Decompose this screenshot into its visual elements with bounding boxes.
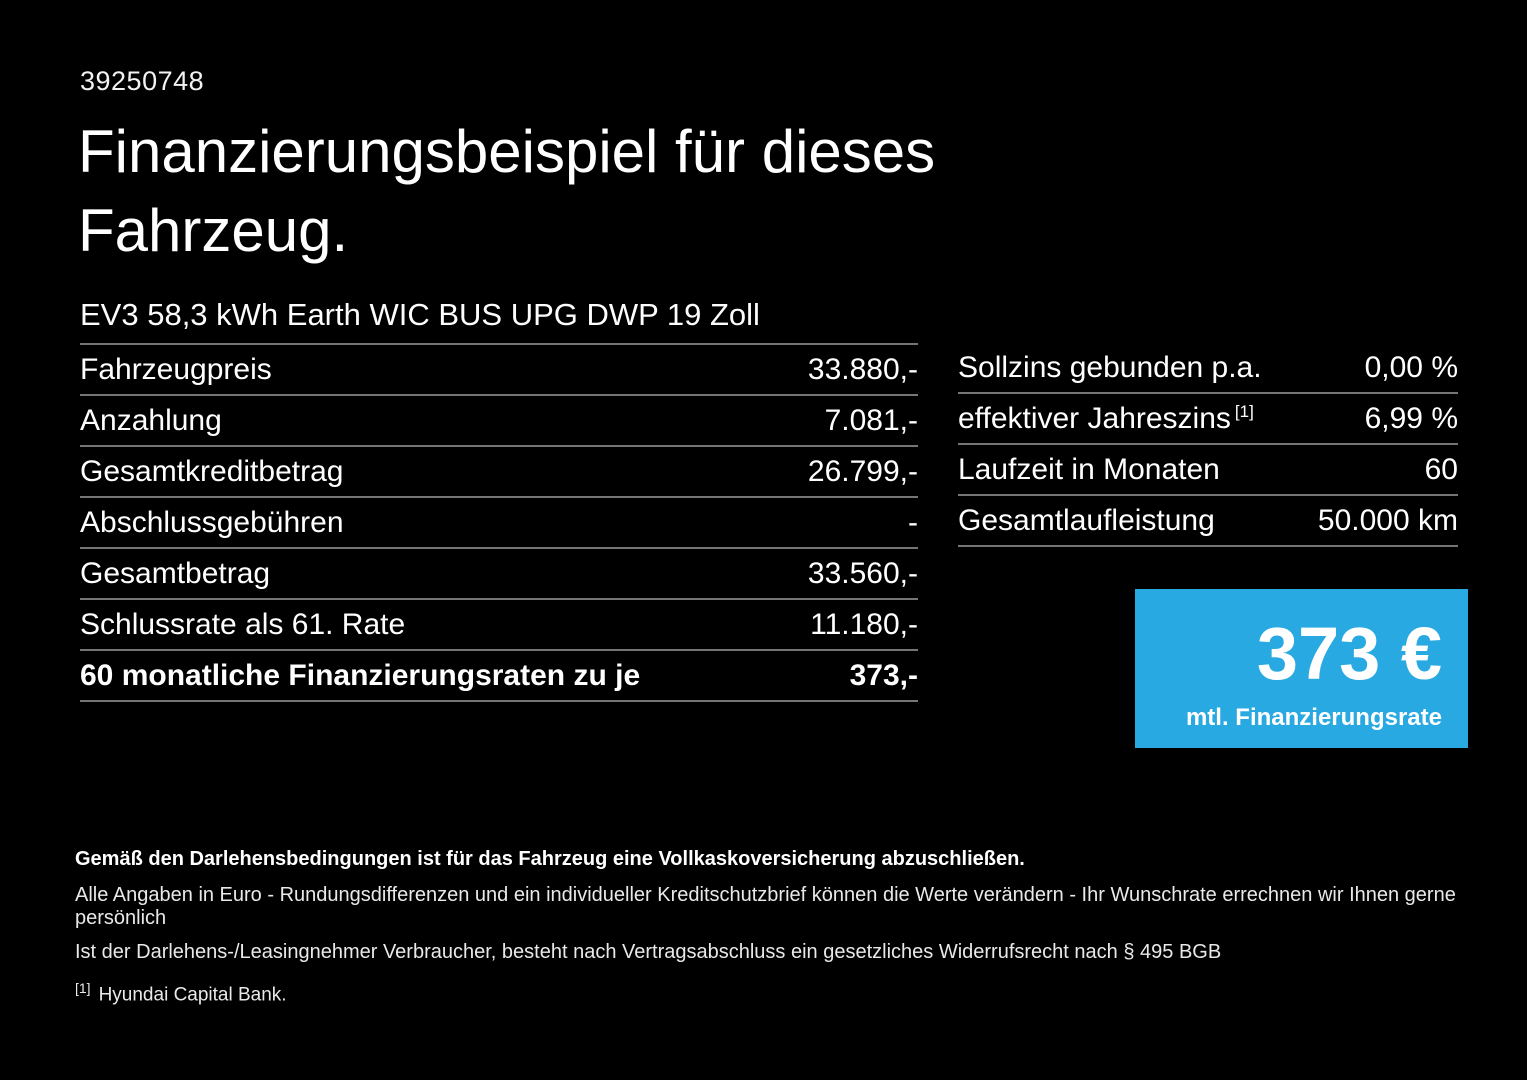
row-label: Gesamtbetrag bbox=[80, 556, 271, 590]
financing-table-right: Sollzins gebunden p.a. 0,00 % effektiver… bbox=[958, 343, 1458, 547]
table-row-gesamtbetrag: Gesamtbetrag 33.560,- bbox=[80, 549, 918, 600]
row-label-text: effektiver Jahreszins bbox=[958, 401, 1231, 435]
row-value: 7.081,- bbox=[824, 403, 918, 437]
legal-line-widerrufsrecht: Ist der Darlehens-/Leasingnehmer Verbrau… bbox=[75, 941, 1222, 963]
table-row-monatliche-raten: 60 monatliche Finanzierungsraten zu je 3… bbox=[80, 651, 918, 702]
table-row-abschlussgebuehren: Abschlussgebühren - bbox=[80, 498, 918, 549]
page-title-line-2: Fahrzeug. bbox=[78, 197, 349, 264]
row-value: 373,- bbox=[849, 658, 918, 692]
row-label: effektiver Jahreszins [1] bbox=[958, 402, 1254, 436]
table-row-anzahlung: Anzahlung 7.081,- bbox=[80, 396, 918, 447]
page-title: Finanzierungsbeispiel für dieses Fahrzeu… bbox=[78, 112, 935, 270]
table-row-fahrzeugpreis: Fahrzeugpreis 33.880,- bbox=[80, 345, 918, 396]
monthly-rate-box: 373 € mtl. Finanzierungsrate bbox=[1135, 589, 1468, 748]
footnote-text: Hyundai Capital Bank. bbox=[98, 984, 287, 1006]
row-label: Sollzins gebunden p.a. bbox=[958, 350, 1262, 384]
row-label: Abschlussgebühren bbox=[80, 505, 344, 539]
row-value: 6,99 % bbox=[1364, 401, 1458, 435]
vehicle-model: EV3 58,3 kWh Earth WIC BUS UPG DWP 19 Zo… bbox=[80, 297, 760, 332]
row-value: 11.180,- bbox=[810, 607, 918, 641]
row-label: Fahrzeugpreis bbox=[80, 352, 272, 386]
row-value: 33.560,- bbox=[807, 556, 918, 590]
monthly-rate-caption: mtl. Finanzierungsrate bbox=[1185, 704, 1442, 731]
row-value: - bbox=[908, 505, 918, 539]
footnote-marker: [1] bbox=[75, 980, 91, 996]
row-label: Gesamtlaufleistung bbox=[958, 503, 1215, 537]
table-row-sollzins: Sollzins gebunden p.a. 0,00 % bbox=[958, 343, 1458, 394]
table-row-laufzeit: Laufzeit in Monaten 60 bbox=[958, 445, 1458, 496]
legal-line-euro-note: Alle Angaben in Euro - Rundungsdifferenz… bbox=[75, 884, 1456, 929]
row-value: 50.000 km bbox=[1317, 503, 1458, 537]
row-label: Laufzeit in Monaten bbox=[958, 452, 1220, 486]
row-label: Gesamtkreditbetrag bbox=[80, 454, 344, 488]
table-row-gesamtkreditbetrag: Gesamtkreditbetrag 26.799,- bbox=[80, 447, 918, 498]
row-value: 0,00 % bbox=[1364, 350, 1458, 384]
legal-line-insurance: Gemäß den Darlehensbedingungen ist für d… bbox=[75, 848, 1025, 870]
table-row-gesamtlaufleistung: Gesamtlaufleistung 50.000 km bbox=[958, 496, 1458, 547]
row-value: 60 bbox=[1424, 452, 1458, 486]
row-label: 60 monatliche Finanzierungsraten zu je bbox=[80, 658, 641, 692]
legal-disclaimer: Gemäß den Darlehensbedingungen ist für d… bbox=[75, 848, 1475, 1006]
row-label: Schlussrate als 61. Rate bbox=[80, 607, 406, 641]
row-label: Anzahlung bbox=[80, 403, 222, 437]
monthly-rate-amount: 373 € bbox=[1256, 612, 1442, 695]
footnote-ref-icon: [1] bbox=[1234, 401, 1254, 421]
page-title-line-1: Finanzierungsbeispiel für dieses bbox=[78, 118, 936, 185]
table-row-schlussrate: Schlussrate als 61. Rate 11.180,- bbox=[80, 600, 918, 651]
table-row-effektiver-jahreszins: effektiver Jahreszins [1] 6,99 % bbox=[958, 394, 1458, 445]
vehicle-id: 39250748 bbox=[80, 66, 205, 96]
row-value: 33.880,- bbox=[807, 352, 918, 386]
row-value: 26.799,- bbox=[807, 454, 918, 488]
legal-footnote: [1] Hyundai Capital Bank. bbox=[75, 980, 1475, 1006]
financing-table-left: Fahrzeugpreis 33.880,- Anzahlung 7.081,-… bbox=[80, 343, 918, 702]
